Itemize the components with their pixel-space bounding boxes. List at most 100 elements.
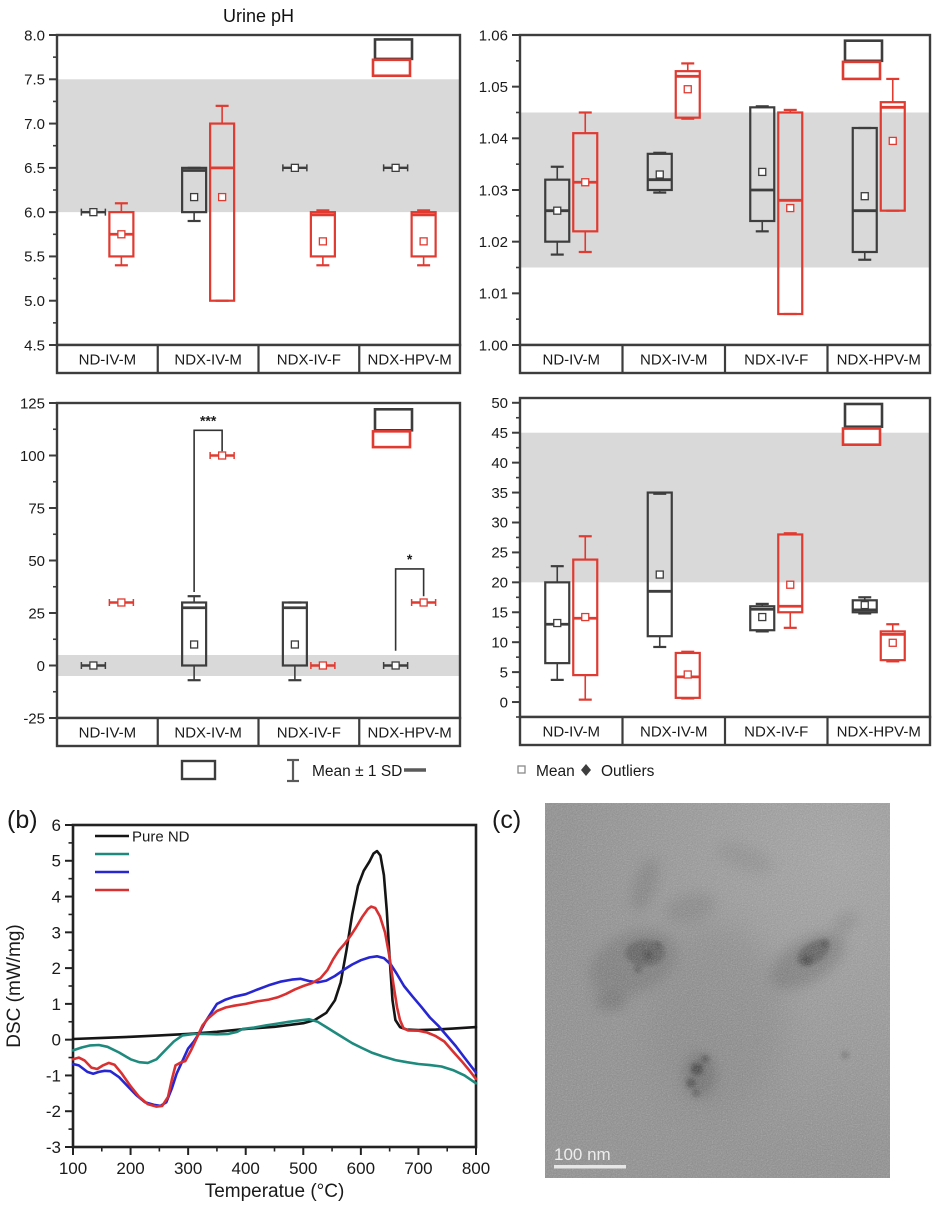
y-tick-label: -2 bbox=[46, 1102, 61, 1121]
y-tick-label: 8.0 bbox=[24, 27, 45, 44]
significance-bracket bbox=[193, 429, 223, 592]
boxplot-legend-row: Mean ± 1 SD Mean Outliers bbox=[180, 758, 655, 783]
x-axis-label: Temperatue (°C) bbox=[205, 1181, 345, 1202]
category-label: NDX-IV-M bbox=[174, 352, 242, 369]
y-tick-label: 2 bbox=[52, 959, 61, 978]
boxplot-urine-specific-gravity: 1.00 1.01 1.02 1.03 1.04 1.05 1.06 ND-IV-M NDX-I… bbox=[479, 27, 932, 375]
y-tick-label: 35 bbox=[491, 485, 508, 502]
x-tick-label: 200 bbox=[116, 1159, 144, 1178]
mean-marker bbox=[391, 661, 400, 670]
y-tick-label: 100 bbox=[20, 448, 45, 465]
urine-specific-gravity-red-ND-IV-M bbox=[572, 111, 599, 254]
category-label: NDX-HPV-M bbox=[837, 724, 921, 741]
mean-marker bbox=[391, 163, 400, 173]
category-label: NDX-IV-M bbox=[640, 724, 708, 741]
legend-outlier-symbol bbox=[581, 764, 591, 776]
mean-marker bbox=[888, 136, 897, 146]
significance-label: * bbox=[407, 551, 413, 567]
y-tick-label: -3 bbox=[46, 1138, 61, 1157]
y-tick-label: 15 bbox=[491, 605, 508, 622]
inset-red-box bbox=[371, 430, 412, 449]
series-Pure ND bbox=[71, 849, 478, 1041]
boxplot-3-red-NDX-HPV-M bbox=[410, 598, 437, 607]
y-tick-label: 40 bbox=[491, 455, 508, 472]
category-label: NDX-HPV-M bbox=[837, 352, 921, 369]
mean-marker bbox=[888, 638, 897, 647]
boxplot-3-red-NDX-IV-F bbox=[310, 661, 336, 670]
urine-ph-red-NDX-IV-F bbox=[309, 209, 336, 267]
chart-title: Urine pH bbox=[223, 6, 294, 26]
y-tick-label: 45 bbox=[491, 425, 508, 442]
reference-band bbox=[57, 655, 460, 676]
y-tick-label: 1.01 bbox=[479, 286, 508, 303]
boxplot-4-black-NDX-HPV-M bbox=[851, 596, 878, 615]
mean-marker bbox=[758, 612, 767, 622]
mean-marker bbox=[553, 206, 562, 215]
y-tick-label: 50 bbox=[28, 553, 45, 570]
mean-marker bbox=[189, 640, 199, 649]
boxplot-4-black-NDX-IV-F bbox=[749, 602, 776, 633]
mean-marker bbox=[860, 600, 869, 610]
mean-marker bbox=[290, 640, 300, 649]
y-tick-label: 5 bbox=[52, 852, 61, 871]
urine-ph-red-NDX-IV-M bbox=[209, 104, 236, 302]
x-tick-label: 300 bbox=[174, 1159, 202, 1178]
plot-border bbox=[71, 823, 478, 1149]
tem-scale-bar-label: 100 nm bbox=[554, 1145, 611, 1164]
urine-ph-black-ND-IV-M bbox=[80, 207, 107, 217]
category-label: NDX-IV-F bbox=[277, 352, 341, 369]
x-tick-label: 500 bbox=[289, 1159, 317, 1178]
tem-scale-bar: 100 nm bbox=[554, 1145, 626, 1169]
urine-ph-red-ND-IV-M bbox=[108, 202, 135, 267]
boxplot-4-black-NDX-IV-M bbox=[646, 491, 673, 649]
urine-specific-gravity-red-NDX-HPV-M bbox=[879, 77, 906, 212]
legend-box-symbol bbox=[180, 759, 217, 781]
reference-band bbox=[520, 432, 930, 583]
panel-b-label: (b) bbox=[7, 806, 38, 834]
mean-marker bbox=[860, 192, 869, 201]
mean-marker bbox=[758, 167, 767, 177]
y-tick-label: 4 bbox=[52, 888, 61, 907]
boxplot-3-black-NDX-IV-F bbox=[281, 601, 308, 682]
legend-mean-sd-label: Mean ± 1 SD bbox=[312, 763, 402, 780]
legend-entry-label: Pure ND bbox=[132, 828, 190, 845]
mean-marker bbox=[89, 661, 98, 670]
legend-outliers-label: Outliers bbox=[601, 763, 655, 780]
y-tick-label: 6.5 bbox=[24, 160, 45, 177]
boxplot-3-red-ND-IV-M bbox=[108, 598, 135, 607]
boxplot-4-red-NDX-IV-F bbox=[777, 532, 804, 629]
series-red bbox=[71, 905, 478, 1108]
urine-ph-red-NDX-HPV-M bbox=[410, 209, 437, 267]
y-tick-label: 50 bbox=[491, 395, 508, 412]
boxplot-4-black-ND-IV-M bbox=[544, 565, 571, 681]
x-tick-label: 700 bbox=[404, 1159, 432, 1178]
y-tick-label: 1.06 bbox=[479, 27, 508, 44]
dsc-line-chart: 100 200 300 400 500 600 700 800 -3 -2 -1 0 1 2 3 4 5 6 Tem… bbox=[4, 816, 490, 1202]
y-tick-label: 3 bbox=[52, 923, 61, 942]
urine-specific-gravity-black-NDX-IV-F bbox=[749, 105, 776, 233]
significance-bracket bbox=[394, 568, 425, 651]
y-tick-label: 25 bbox=[491, 545, 508, 562]
urine-ph-black-NDX-IV-M bbox=[181, 166, 208, 223]
inset-red-box bbox=[841, 427, 882, 446]
mean-marker bbox=[189, 192, 199, 202]
urine-ph-black-NDX-HPV-M bbox=[382, 163, 409, 173]
y-tick-label: 7.5 bbox=[24, 72, 45, 89]
y-tick-label: 1.04 bbox=[479, 131, 508, 148]
y-tick-label: 30 bbox=[491, 515, 508, 532]
mean-marker bbox=[217, 192, 227, 202]
urine-ph-black-NDX-IV-F bbox=[282, 163, 308, 173]
mean-marker bbox=[117, 230, 126, 239]
y-tick-label: 7.0 bbox=[24, 116, 45, 133]
y-tick-label: 5.5 bbox=[24, 249, 45, 266]
category-label: ND-IV-M bbox=[543, 352, 601, 369]
y-tick-label: 0 bbox=[37, 658, 45, 675]
inset-black-box bbox=[843, 39, 884, 63]
y-tick-label: 0 bbox=[500, 694, 508, 711]
category-label: NDX-IV-F bbox=[277, 725, 341, 742]
legend-mean-symbol bbox=[517, 765, 526, 774]
boxplot-3: -25 0 25 50 75 100 125 ND-IV-M NDX-IV-M NDX-IV-F N… bbox=[20, 395, 462, 748]
inset-black-box bbox=[843, 402, 884, 429]
urine-specific-gravity-red-NDX-IV-M bbox=[674, 62, 701, 120]
mean-marker bbox=[581, 178, 590, 187]
